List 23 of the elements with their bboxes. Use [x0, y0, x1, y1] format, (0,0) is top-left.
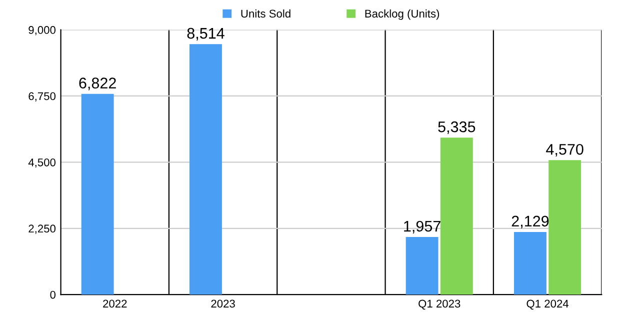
data-label: 1,957	[404, 220, 440, 234]
legend-label: Backlog (Units)	[365, 9, 440, 20]
y-tick-label: 6,750	[28, 92, 56, 102]
bar	[81, 94, 114, 295]
bar	[406, 237, 438, 295]
y-tick-label: 0	[50, 290, 56, 299]
data-label: 6,822	[79, 78, 116, 90]
data-label: 4,570	[546, 144, 584, 157]
bar	[190, 44, 222, 295]
x-tick-label: 2022	[103, 300, 127, 308]
bar	[514, 232, 546, 295]
y-tick-label: 2,250	[28, 224, 56, 234]
x-tick-label: Q1 2024	[526, 300, 569, 310]
x-tick-label: Q1 2023	[418, 300, 460, 310]
y-tick-label: 9,000	[28, 26, 56, 36]
y-tick-label: 4,500	[28, 158, 56, 168]
data-label: 5,335	[438, 121, 476, 134]
data-label: 8,514	[187, 28, 224, 41]
legend-label: Units Sold	[241, 9, 290, 18]
bar	[440, 138, 473, 295]
x-tick-label: 2023	[211, 300, 235, 308]
bar	[548, 160, 582, 295]
data-label: 2,129	[512, 216, 549, 228]
